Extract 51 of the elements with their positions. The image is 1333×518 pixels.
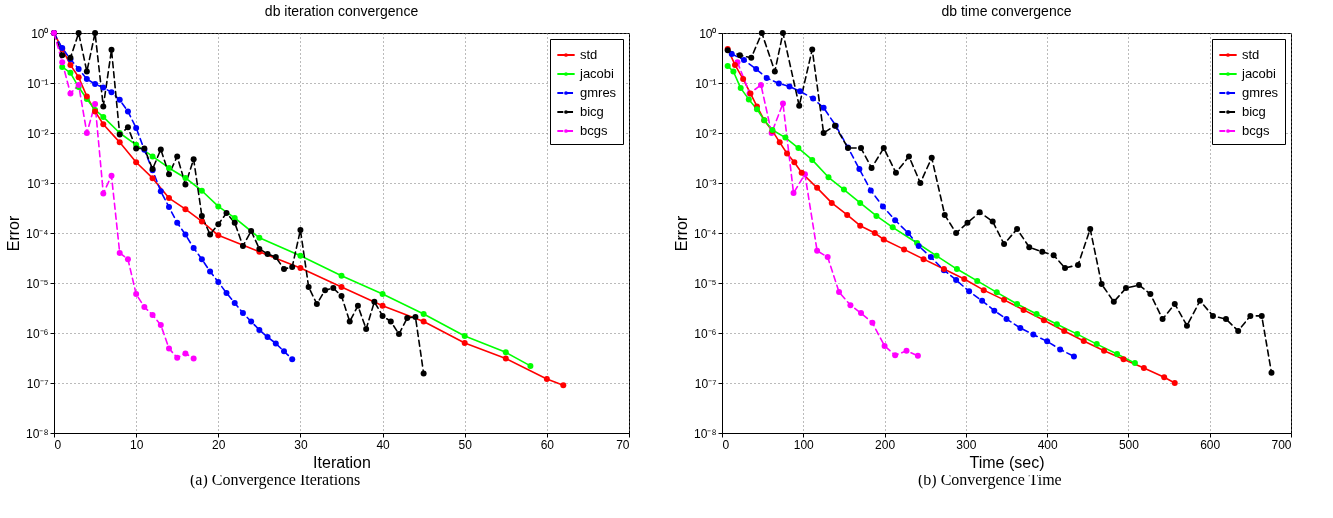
chart-title: db time convergence <box>941 3 1072 19</box>
y-tick-label: 10⁻⁴ <box>25 226 49 241</box>
y-tick-label: 10⁻⁵ <box>694 276 717 291</box>
x-tick-label: 0 <box>54 437 62 452</box>
x-axis-title: Iteration <box>313 453 371 471</box>
x-tick-label: 100 <box>793 437 815 452</box>
y-tick-label: 10⁻³ <box>695 176 717 191</box>
y-tick-label: 10⁰ <box>699 26 717 41</box>
y-tick-label: 10⁻² <box>27 126 49 141</box>
y-tick-label: 10⁻¹ <box>695 76 717 91</box>
legend-label: bcgs <box>580 123 608 138</box>
x-tick-label: 600 <box>1200 437 1221 452</box>
chart-title: db iteration convergence <box>264 3 419 19</box>
y-axis-title: Error <box>5 215 22 252</box>
legend-label: gmres <box>580 85 617 100</box>
legend-label: jacobi <box>1241 66 1277 81</box>
y-tick-label: 10⁻² <box>695 126 717 141</box>
legend-label: std <box>1242 47 1260 62</box>
y-tick-label: 10⁻⁷ <box>26 376 49 391</box>
x-axis-title: Time (sec) <box>969 453 1045 471</box>
y-tick-label: 10⁰ <box>31 26 49 41</box>
x-tick-label: 700 <box>1271 437 1292 452</box>
legend-label: gmres <box>1242 85 1279 100</box>
y-tick-label: 10⁻⁷ <box>694 376 717 391</box>
y-tick-label: 10⁻¹ <box>27 76 49 91</box>
y-tick-label: 10⁻⁸ <box>26 426 49 441</box>
legend-label: bcgs <box>1242 123 1270 138</box>
y-tick-label: 10⁻⁸ <box>694 426 717 441</box>
x-tick-label: 300 <box>956 437 977 452</box>
x-tick-label: 20 <box>212 437 226 452</box>
legend-label: bicg <box>580 104 604 119</box>
x-tick-label: 60 <box>540 437 555 452</box>
y-tick-label: 10⁻⁶ <box>694 326 717 341</box>
y-axis-title: Error <box>673 215 690 252</box>
x-tick-label: 400 <box>1037 437 1058 452</box>
legend-label: std <box>580 47 598 62</box>
x-tick-label: 0 <box>722 437 730 452</box>
y-tick-label: 10⁻³ <box>27 176 49 191</box>
y-tick-label: 10⁻⁴ <box>693 226 717 241</box>
x-tick-label: 10 <box>129 437 144 452</box>
x-tick-label: 200 <box>875 437 896 452</box>
legend-label: bicg <box>1242 104 1266 119</box>
text: (a) Convergence Iterations <box>190 471 361 489</box>
legend-label: jacobi <box>579 66 615 81</box>
x-tick-label: 500 <box>1118 437 1140 452</box>
x-tick-label: 50 <box>458 437 473 452</box>
x-tick-label: 40 <box>376 437 391 452</box>
y-tick-label: 10⁻⁵ <box>26 276 49 291</box>
x-tick-label: 30 <box>294 437 308 452</box>
x-tick-label: 70 <box>616 437 630 452</box>
y-tick-label: 10⁻⁶ <box>26 326 49 341</box>
